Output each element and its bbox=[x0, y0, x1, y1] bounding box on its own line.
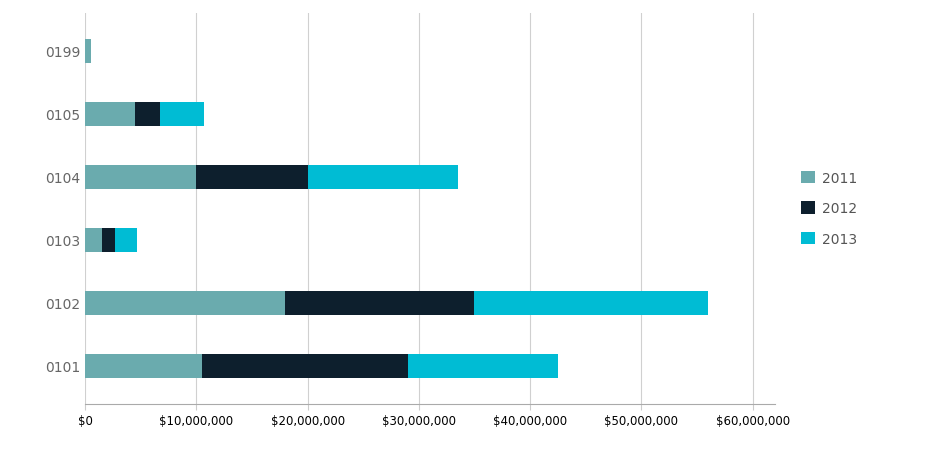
Bar bbox=[85, 291, 285, 315]
Bar bbox=[85, 228, 102, 252]
Bar bbox=[196, 165, 307, 189]
Legend: 2011, 2012, 2013: 2011, 2012, 2013 bbox=[795, 166, 862, 252]
Bar bbox=[85, 354, 202, 378]
Bar bbox=[102, 228, 115, 252]
Bar bbox=[160, 102, 204, 126]
Bar bbox=[474, 291, 707, 315]
Bar bbox=[135, 102, 160, 126]
Bar bbox=[115, 228, 137, 252]
Bar bbox=[85, 102, 135, 126]
Bar bbox=[285, 291, 474, 315]
Bar bbox=[85, 39, 91, 63]
Bar bbox=[407, 354, 557, 378]
Bar bbox=[307, 165, 457, 189]
Bar bbox=[202, 354, 407, 378]
Bar bbox=[85, 165, 196, 189]
